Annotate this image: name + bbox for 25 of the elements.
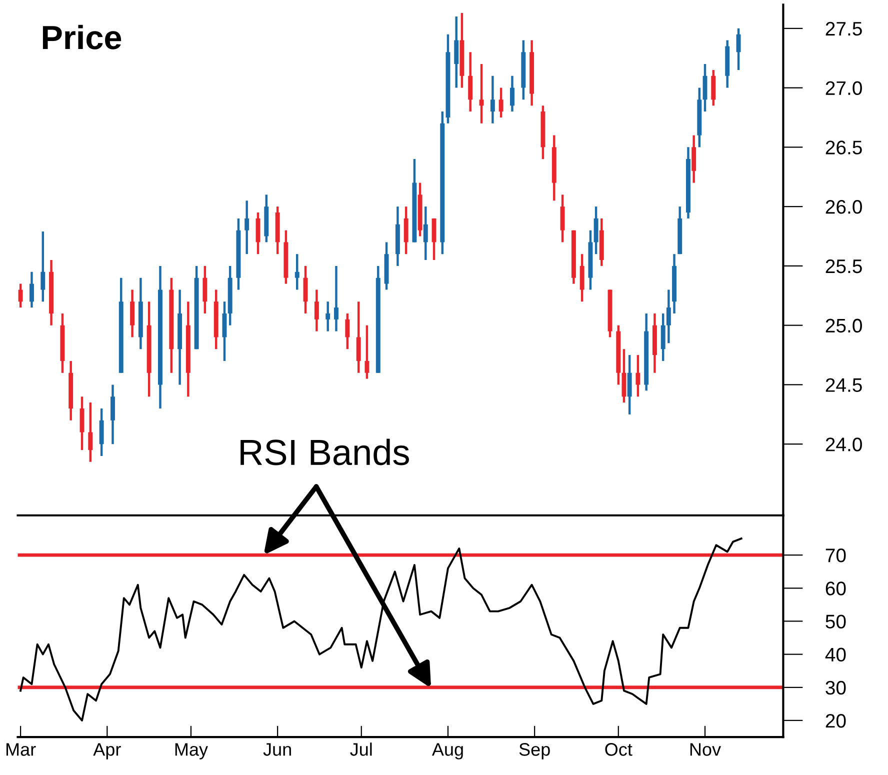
- y-tick-label: 24.5: [826, 378, 862, 392]
- y-tick-label: 70: [826, 548, 846, 562]
- x-tick-label: Jun: [263, 743, 291, 756]
- x-tick-label: Aug: [432, 743, 463, 760]
- chart-title: Price: [42, 24, 122, 50]
- x-tick-label: Oct: [605, 743, 632, 756]
- y-tick-label: 50: [826, 614, 846, 628]
- x-tick-label: Nov: [690, 743, 721, 756]
- y-tick-label: 40: [825, 648, 846, 662]
- y-tick-label: 27.0: [826, 81, 862, 96]
- x-tick-label: May: [175, 743, 208, 760]
- y-tick-label: 30: [826, 680, 846, 695]
- annotation: RSI Bands: [240, 438, 409, 466]
- x-tick-label: Mar: [6, 743, 36, 756]
- y-tick-label: 24.0: [826, 438, 862, 452]
- x-tick-label: Apr: [93, 743, 121, 760]
- y-tick-label: 25.5: [826, 259, 862, 274]
- x-tick-label: Jul: [350, 742, 372, 756]
- y-tick-label: 26.0: [826, 200, 862, 214]
- y-tick-label: 60: [826, 582, 846, 596]
- y-tick-label: 26.5: [826, 140, 862, 154]
- y-tick-label: 25.0: [826, 318, 862, 333]
- x-tick-label: Sep: [519, 743, 550, 760]
- y-tick-label: 27.5: [826, 22, 862, 36]
- y-tick-label: 20: [826, 714, 846, 728]
